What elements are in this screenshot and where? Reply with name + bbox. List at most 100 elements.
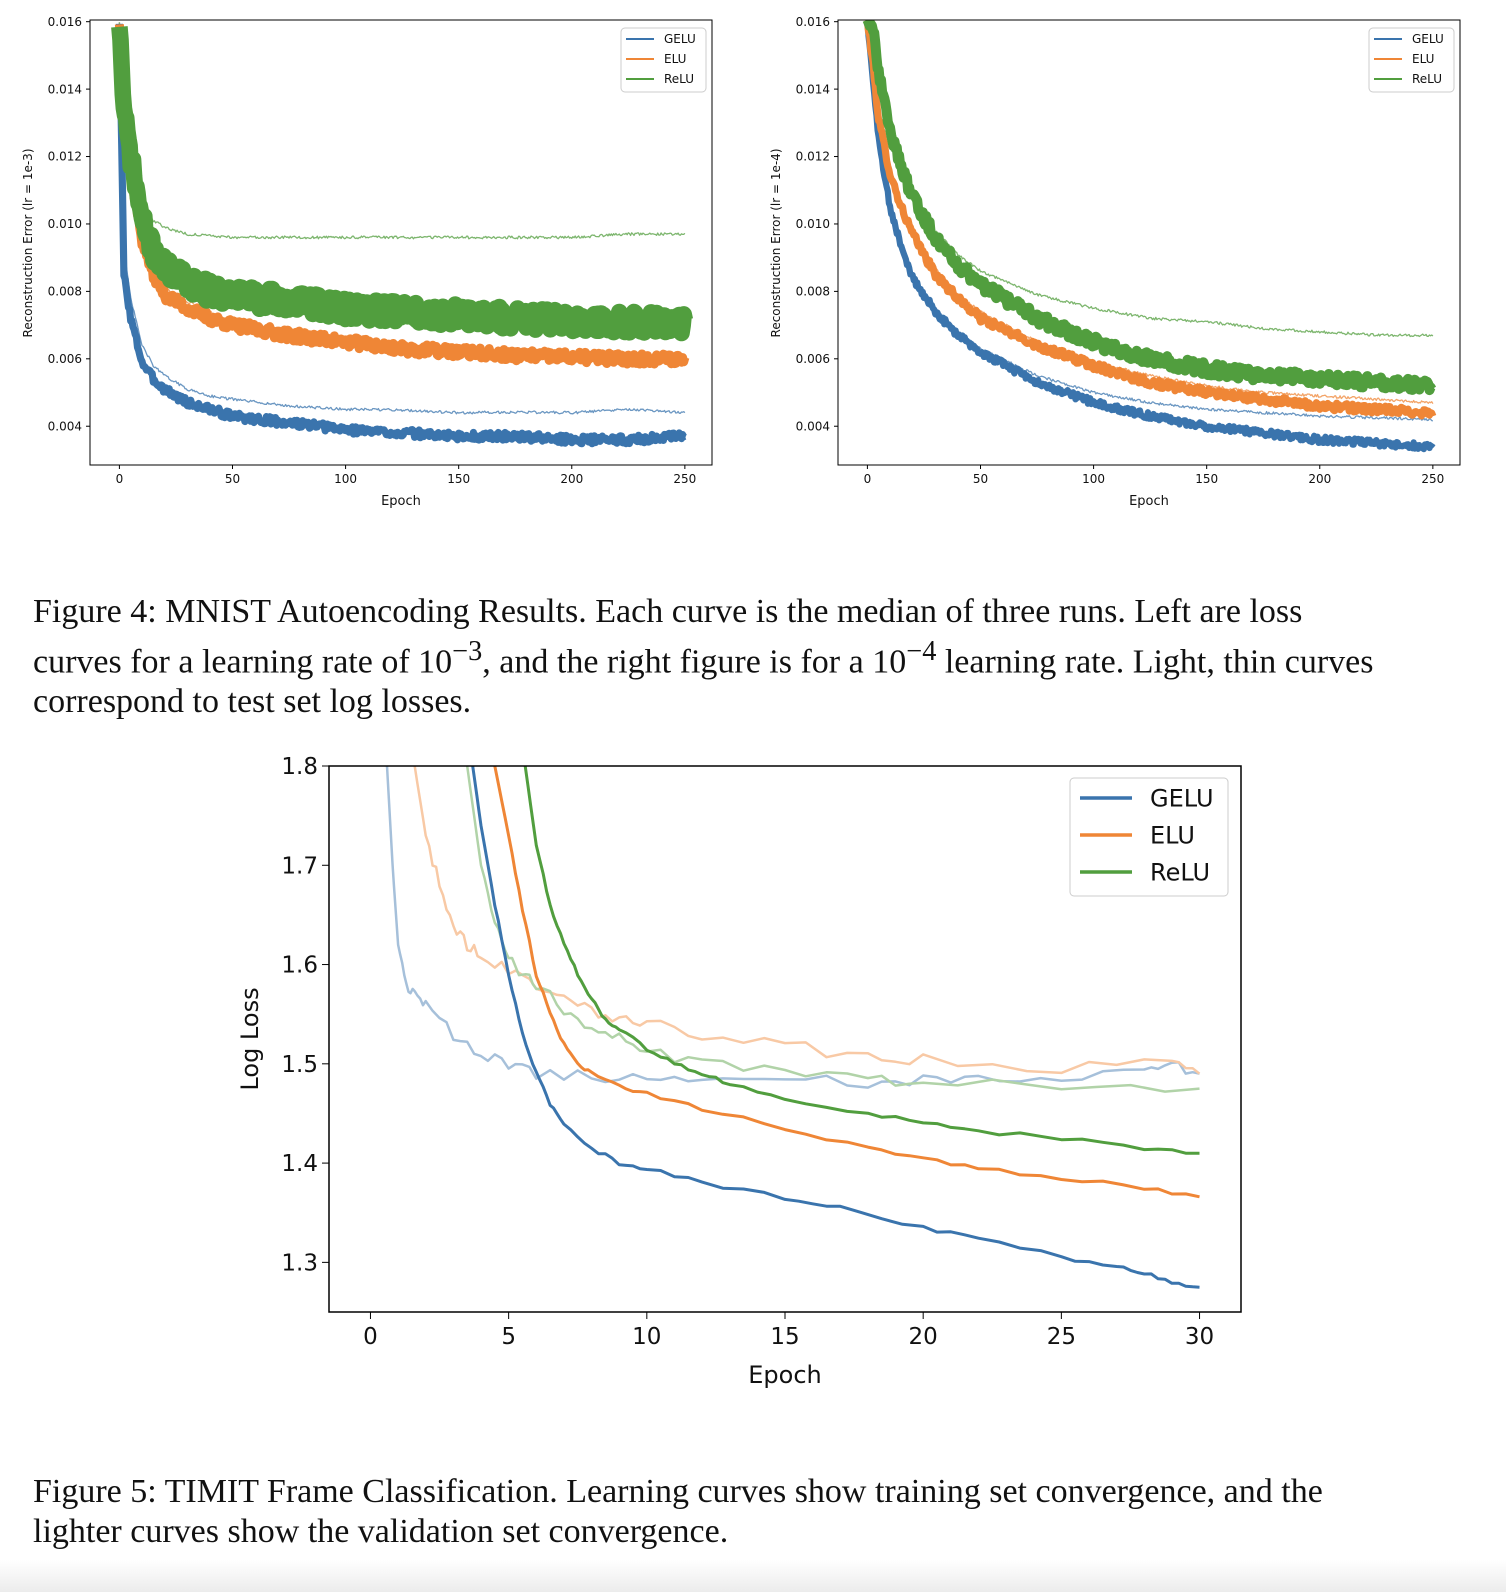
figure-4-exponent-2: −4 <box>906 636 937 667</box>
figure-5-caption-line-1: TIMIT Frame Classification. Learning cur… <box>164 1473 1323 1510</box>
y-tick-label: 0.016 <box>796 15 830 29</box>
x-axis-label: Epoch <box>748 1361 822 1389</box>
legend: GELU ELU ReLU <box>620 27 707 93</box>
x-tick-label: 30 <box>1185 1324 1214 1350</box>
figure-4-caption-line-2b: , and the right figure is for a 10 <box>482 643 907 681</box>
y-tick-label: 0.008 <box>48 285 82 299</box>
legend-label-elu: ELU <box>664 52 686 66</box>
series-gelu-train <box>864 20 1436 453</box>
y-tick-label: 0.016 <box>48 15 82 29</box>
figure-4-caption-line-1: MNIST Autoencoding Results. Each curve i… <box>165 593 1303 630</box>
yticks-layer: 0.004 0.006 0.008 0.010 0.012 0.014 0.016 <box>796 15 838 433</box>
series-elu-train <box>493 766 1200 1199</box>
plot-frame <box>837 19 1461 466</box>
x-tick-label: 20 <box>909 1324 938 1350</box>
legend-label-relu: ReLU <box>1412 72 1442 86</box>
page-bottom-shadow <box>0 1560 1506 1592</box>
legend-label-relu: ReLU <box>664 72 694 86</box>
legend-box <box>1069 777 1229 897</box>
y-tick-label: 0.012 <box>796 150 830 164</box>
mnist-lr-1e-4-chart: 0 50 100 150 200 250 0.004 0.006 0.008 0.010 0.01… <box>769 15 1461 509</box>
x-tick-label: 100 <box>1082 472 1105 486</box>
legend: GELU ELU ReLU <box>1069 777 1229 897</box>
xticks-layer: 0 5 10 15 20 25 30 <box>363 1312 1214 1350</box>
timit-chart: 0 5 10 15 20 25 30 1.3 1.4 1.5 1.6 1.7 1.8 Epoch Lo… <box>236 754 1242 1389</box>
xticks-layer: 0 50 100 150 200 250 <box>864 465 1444 486</box>
x-tick-label: 200 <box>1308 472 1331 486</box>
figure-4-exponent-1: −3 <box>452 636 483 667</box>
x-tick-label: 250 <box>1421 472 1444 486</box>
figure-4-caption-line-2a: curves for a learning rate of 10 <box>33 643 453 681</box>
x-tick-label: 150 <box>1195 472 1218 486</box>
y-tick-label: 1.8 <box>281 754 318 780</box>
series-relu-train <box>523 766 1200 1155</box>
series-elu-train <box>114 24 690 369</box>
y-tick-label: 0.006 <box>48 352 82 366</box>
y-tick-label: 0.008 <box>796 285 830 299</box>
x-tick-label: 50 <box>225 472 240 486</box>
y-tick-label: 0.012 <box>48 150 82 164</box>
y-tick-label: 1.5 <box>281 1052 318 1078</box>
figure-4-caption: Figure 4: MNIST Autoencoding Results. Ea… <box>33 592 1473 722</box>
series-relu-test <box>866 20 1434 338</box>
x-tick-label: 5 <box>501 1324 516 1350</box>
x-tick-label: 200 <box>560 472 583 486</box>
y-tick-label: 0.006 <box>796 352 830 366</box>
series-gelu-train <box>471 766 1200 1289</box>
figure-4-label: Figure 4: <box>33 593 157 630</box>
figure-5-label: Figure 5: <box>33 1473 157 1510</box>
marks-layer <box>862 20 1437 453</box>
y-axis-label: Log Loss <box>236 987 264 1090</box>
x-tick-label: 0 <box>116 472 124 486</box>
legend-box <box>1368 27 1455 93</box>
series-relu-train <box>111 26 694 342</box>
plot-frame <box>89 19 713 466</box>
mnist-lr-1e-3-chart: 0 50 100 150 200 250 0.004 0.006 0.008 0.010 0.01… <box>21 15 713 509</box>
x-tick-label: 25 <box>1047 1324 1076 1350</box>
series-elu-test <box>866 21 1434 405</box>
yticks-layer: 0.004 0.006 0.008 0.010 0.012 0.014 0.016 <box>48 15 90 433</box>
legend-label-elu: ELU <box>1150 821 1195 849</box>
y-tick-label: 0.010 <box>796 217 830 231</box>
y-tick-label: 1.6 <box>281 953 318 979</box>
series-gelu-validation <box>385 766 1200 1089</box>
x-tick-label: 250 <box>673 472 696 486</box>
y-tick-label: 1.4 <box>281 1151 318 1177</box>
y-axis-label: Reconstruction Error (lr = 1e-4) <box>769 149 783 338</box>
y-tick-label: 1.3 <box>281 1250 318 1276</box>
legend-label-elu: ELU <box>1412 52 1434 66</box>
y-tick-label: 0.014 <box>48 82 82 96</box>
y-tick-label: 0.010 <box>48 217 82 231</box>
legend-box <box>620 27 707 93</box>
x-axis-label: Epoch <box>1129 494 1169 509</box>
x-tick-label: 0 <box>864 472 872 486</box>
figure-5-caption: Figure 5: TIMIT Frame Classification. Le… <box>33 1472 1473 1552</box>
x-tick-label: 150 <box>447 472 470 486</box>
x-axis-label: Epoch <box>381 494 421 509</box>
x-tick-label: 10 <box>632 1324 661 1350</box>
series-relu-test <box>118 22 686 240</box>
legend-label-gelu: GELU <box>1412 32 1444 46</box>
legend: GELU ELU ReLU <box>1368 27 1455 93</box>
x-tick-label: 0 <box>363 1324 378 1350</box>
series-elu-train <box>863 20 1437 420</box>
series-relu-train <box>862 20 1437 396</box>
marks-layer <box>385 766 1201 1289</box>
y-tick-label: 0.014 <box>796 82 830 96</box>
figure-4-caption-line-3: correspond to test set log losses. <box>33 683 472 721</box>
y-axis-label: Reconstruction Error (lr = 1e-3) <box>21 149 35 338</box>
y-tick-label: 1.7 <box>281 853 318 879</box>
series-gelu-train <box>115 23 688 448</box>
series-gelu-test <box>118 22 686 415</box>
x-tick-label: 100 <box>334 472 357 486</box>
yticks-layer: 1.3 1.4 1.5 1.6 1.7 1.8 <box>281 754 329 1276</box>
xticks-layer: 0 50 100 150 200 250 <box>116 465 696 486</box>
figure-5-caption-line-2: lighter curves show the validation set c… <box>33 1513 729 1550</box>
series-elu-validation <box>413 766 1201 1075</box>
legend-label-gelu: GELU <box>664 32 696 46</box>
y-tick-label: 0.004 <box>796 419 830 433</box>
marks-layer <box>111 22 694 448</box>
y-tick-label: 0.004 <box>48 419 82 433</box>
legend-label-gelu: GELU <box>1150 784 1214 812</box>
figure-4-caption-line-2c: learning rate. Light, thin curves <box>936 643 1374 681</box>
